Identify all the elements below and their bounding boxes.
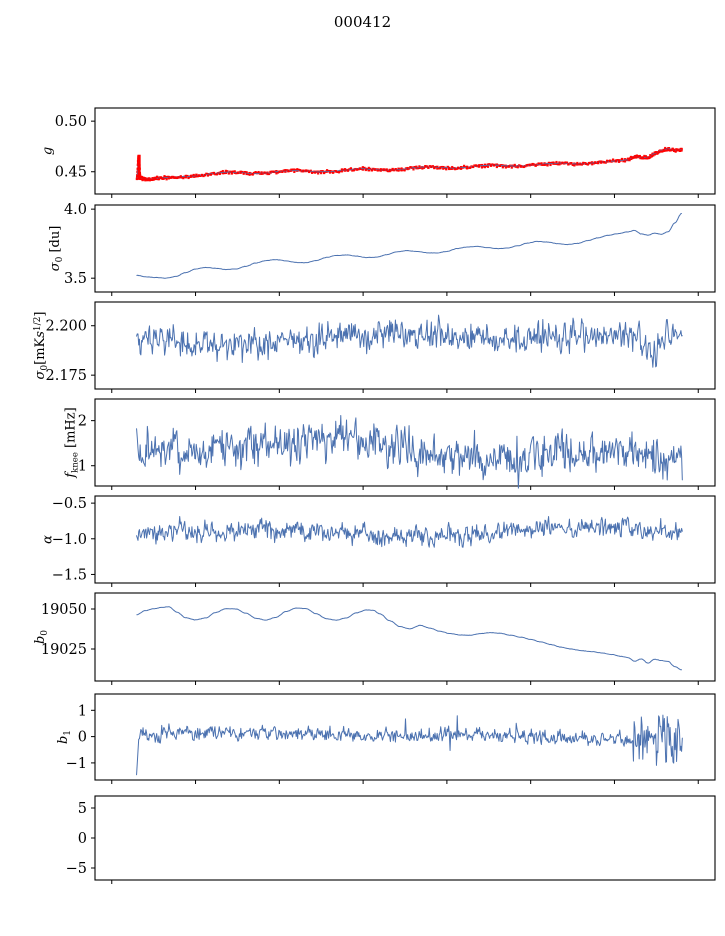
plot-panel-chi2: −5 0 5 xyxy=(66,795,716,884)
outlier-spike xyxy=(137,154,141,180)
panel-frame xyxy=(94,301,716,390)
series-line-f_knee xyxy=(136,415,683,489)
series-line-alpha xyxy=(136,515,683,548)
plot-panel-model: 0.45 0.50 g xyxy=(41,107,716,198)
y-tick-label: −1 xyxy=(66,756,87,772)
y-tick-label: 4.0 xyxy=(64,202,87,218)
y-axis-label: b1 xyxy=(56,730,73,744)
y-tick-label: 1 xyxy=(78,703,87,719)
series-line-b0 xyxy=(136,606,682,671)
y-axis-label: fknee [mHz] xyxy=(63,407,80,478)
y-tick-label: 0.45 xyxy=(55,165,87,181)
plot-panel-b0: 19025 19050 b0 xyxy=(33,592,716,685)
svg-text:b1: b1 xyxy=(56,730,73,744)
panel-frame xyxy=(94,398,716,487)
y-tick-label: 1 xyxy=(78,459,87,475)
y-axis-label: σ0[mKs1/2] xyxy=(33,312,50,380)
y-axis-label: α xyxy=(41,535,56,544)
plot-panel-b1: −1 0 1 b1 xyxy=(56,693,716,784)
y-tick-label: −1.5 xyxy=(52,567,87,583)
series-line-sigma0_mk xyxy=(136,314,683,368)
panel-frame xyxy=(94,795,716,881)
y-tick-label: 2.175 xyxy=(45,368,87,384)
y-axis-label: g xyxy=(41,147,56,155)
panel-frame xyxy=(94,495,716,584)
figure-title: 000412 xyxy=(334,13,391,31)
y-tick-label: −1.0 xyxy=(52,532,87,548)
y-tick-label: 19050 xyxy=(41,602,87,618)
y-tick-label: 0.50 xyxy=(55,114,87,130)
y-tick-label: 2.200 xyxy=(45,319,87,335)
y-tick-label: 3.5 xyxy=(64,271,87,287)
svg-text:σ0[mKs1/2]: σ0[mKs1/2] xyxy=(33,312,50,380)
plot-panel-sigma0_du: 3.5 4.0 σ0 [du] xyxy=(48,202,716,296)
model-line xyxy=(136,148,682,180)
y-axis-label: σ0 [du] xyxy=(48,226,65,272)
y-tick-label: −0.5 xyxy=(52,496,87,512)
y-axis-label: b0 xyxy=(33,630,50,644)
series-line-b1 xyxy=(136,714,683,776)
y-tick-label: 5 xyxy=(78,801,87,817)
svg-text:fknee [mHz]: fknee [mHz] xyxy=(63,407,80,478)
panel-frame xyxy=(94,592,716,682)
svg-text:g: g xyxy=(41,147,56,155)
panel-frame xyxy=(94,204,716,293)
y-tick-label: 19025 xyxy=(41,642,87,658)
svg-text:α: α xyxy=(41,535,56,544)
y-tick-label: −5 xyxy=(66,861,87,877)
plot-panel-alpha: −0.5 −1.0 −1.5 α xyxy=(41,495,716,587)
y-tick-label: 0 xyxy=(78,831,87,847)
svg-text:σ0 [du]: σ0 [du] xyxy=(48,226,65,272)
panel-frame xyxy=(94,107,716,195)
panel-frame xyxy=(94,693,716,781)
series-line-sigma0_du xyxy=(136,213,682,279)
data-points-red xyxy=(135,147,683,181)
data-points-red-overlay xyxy=(135,146,683,182)
y-tick-label: 2 xyxy=(78,414,87,430)
y-tick-label: 0 xyxy=(78,730,87,746)
svg-text:b0: b0 xyxy=(33,630,50,644)
